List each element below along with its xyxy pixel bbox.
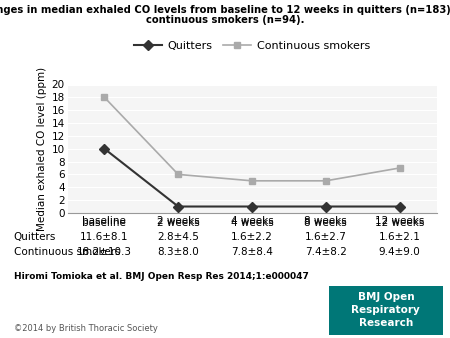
Text: 7.8±8.4: 7.8±8.4	[231, 247, 273, 257]
Text: continuous smokers (n=94).: continuous smokers (n=94).	[146, 15, 304, 25]
Text: 18.2±10.3: 18.2±10.3	[77, 247, 132, 257]
Text: BMJ Open
Respiratory
Research: BMJ Open Respiratory Research	[351, 292, 420, 328]
Text: 12 weeks: 12 weeks	[375, 218, 424, 228]
Text: Changes in median exhaled CO levels from baseline to 12 weeks in quitters (n=183: Changes in median exhaled CO levels from…	[0, 5, 450, 15]
Text: 1.6±2.1: 1.6±2.1	[378, 232, 421, 242]
Text: 8.3±8.0: 8.3±8.0	[158, 247, 199, 257]
Text: Quitters: Quitters	[14, 232, 56, 242]
Text: 8 weeks: 8 weeks	[304, 218, 347, 228]
Text: ©2014 by British Thoracic Society: ©2014 by British Thoracic Society	[14, 324, 157, 334]
Text: 1.6±2.2: 1.6±2.2	[231, 232, 273, 242]
Text: Continuous smokers: Continuous smokers	[14, 247, 120, 257]
Text: Hiromi Tomioka et al. BMJ Open Resp Res 2014;1:e000047: Hiromi Tomioka et al. BMJ Open Resp Res …	[14, 272, 308, 281]
Text: 9.4±9.0: 9.4±9.0	[379, 247, 420, 257]
Text: 11.6±8.1: 11.6±8.1	[80, 232, 129, 242]
Y-axis label: Median exhaled CO level (ppm): Median exhaled CO level (ppm)	[37, 67, 47, 231]
Text: 7.4±8.2: 7.4±8.2	[305, 247, 347, 257]
Legend: Quitters, Continuous smokers: Quitters, Continuous smokers	[130, 36, 374, 55]
Text: 1.6±2.7: 1.6±2.7	[305, 232, 347, 242]
Text: baseline: baseline	[82, 218, 126, 228]
Text: 2 weeks: 2 weeks	[157, 218, 199, 228]
Text: 2.8±4.5: 2.8±4.5	[157, 232, 199, 242]
Text: 4 weeks: 4 weeks	[230, 218, 274, 228]
